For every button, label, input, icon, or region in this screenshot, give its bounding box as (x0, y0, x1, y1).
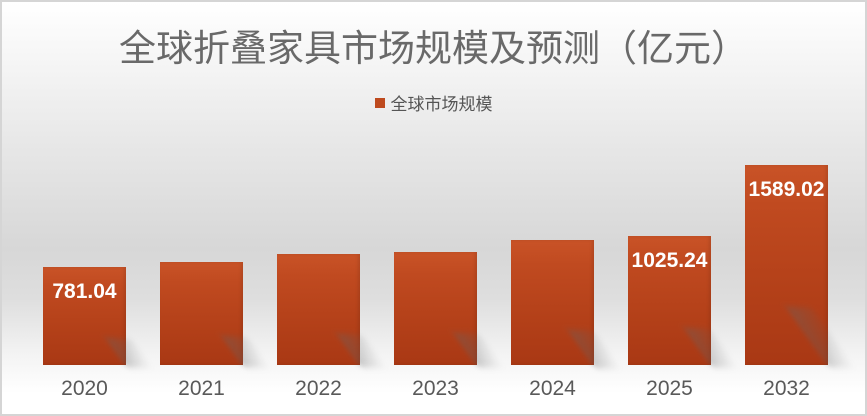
bar-group: 2023 (394, 157, 477, 400)
bar[interactable] (511, 240, 594, 365)
bar[interactable]: 781.04 (43, 267, 126, 365)
legend-label: 全球市场规模 (390, 95, 493, 114)
bar-data-label: 1589.02 (748, 178, 825, 201)
bar-group: 781.04 2020 (43, 157, 126, 400)
x-axis-tick-label: 2020 (61, 377, 108, 400)
bar-group: 1589.02 2032 (745, 157, 828, 400)
bar-data-label: 1025.24 (631, 249, 708, 272)
bar[interactable] (394, 252, 477, 365)
x-axis-tick-label: 2023 (412, 377, 459, 400)
x-axis-tick-label: 2021 (178, 377, 225, 400)
bar-group: 1025.24 2025 (628, 157, 711, 400)
bar-group: 2024 (511, 157, 594, 400)
chart-title: 全球折叠家具市场规模及预测（亿元） (119, 29, 748, 70)
x-axis-tick-label: 2024 (529, 377, 576, 400)
legend-swatch-icon (374, 97, 385, 108)
x-axis-tick-label: 2022 (295, 377, 342, 400)
bar-group: 2021 (160, 157, 243, 400)
bar-chart-plot-area: 781.04 2020 2021 2022 2023 (43, 157, 828, 400)
bar[interactable]: 1589.02 (745, 165, 828, 365)
bar[interactable] (160, 262, 243, 365)
bar-group: 2022 (277, 157, 360, 400)
legend[interactable]: 全球市场规模 (2, 90, 865, 115)
bar-data-label: 781.04 (52, 280, 117, 303)
x-axis-tick-label: 2025 (646, 377, 693, 400)
bar[interactable] (277, 254, 360, 365)
bar[interactable]: 1025.24 (628, 236, 711, 365)
x-axis-tick-label: 2032 (763, 377, 810, 400)
